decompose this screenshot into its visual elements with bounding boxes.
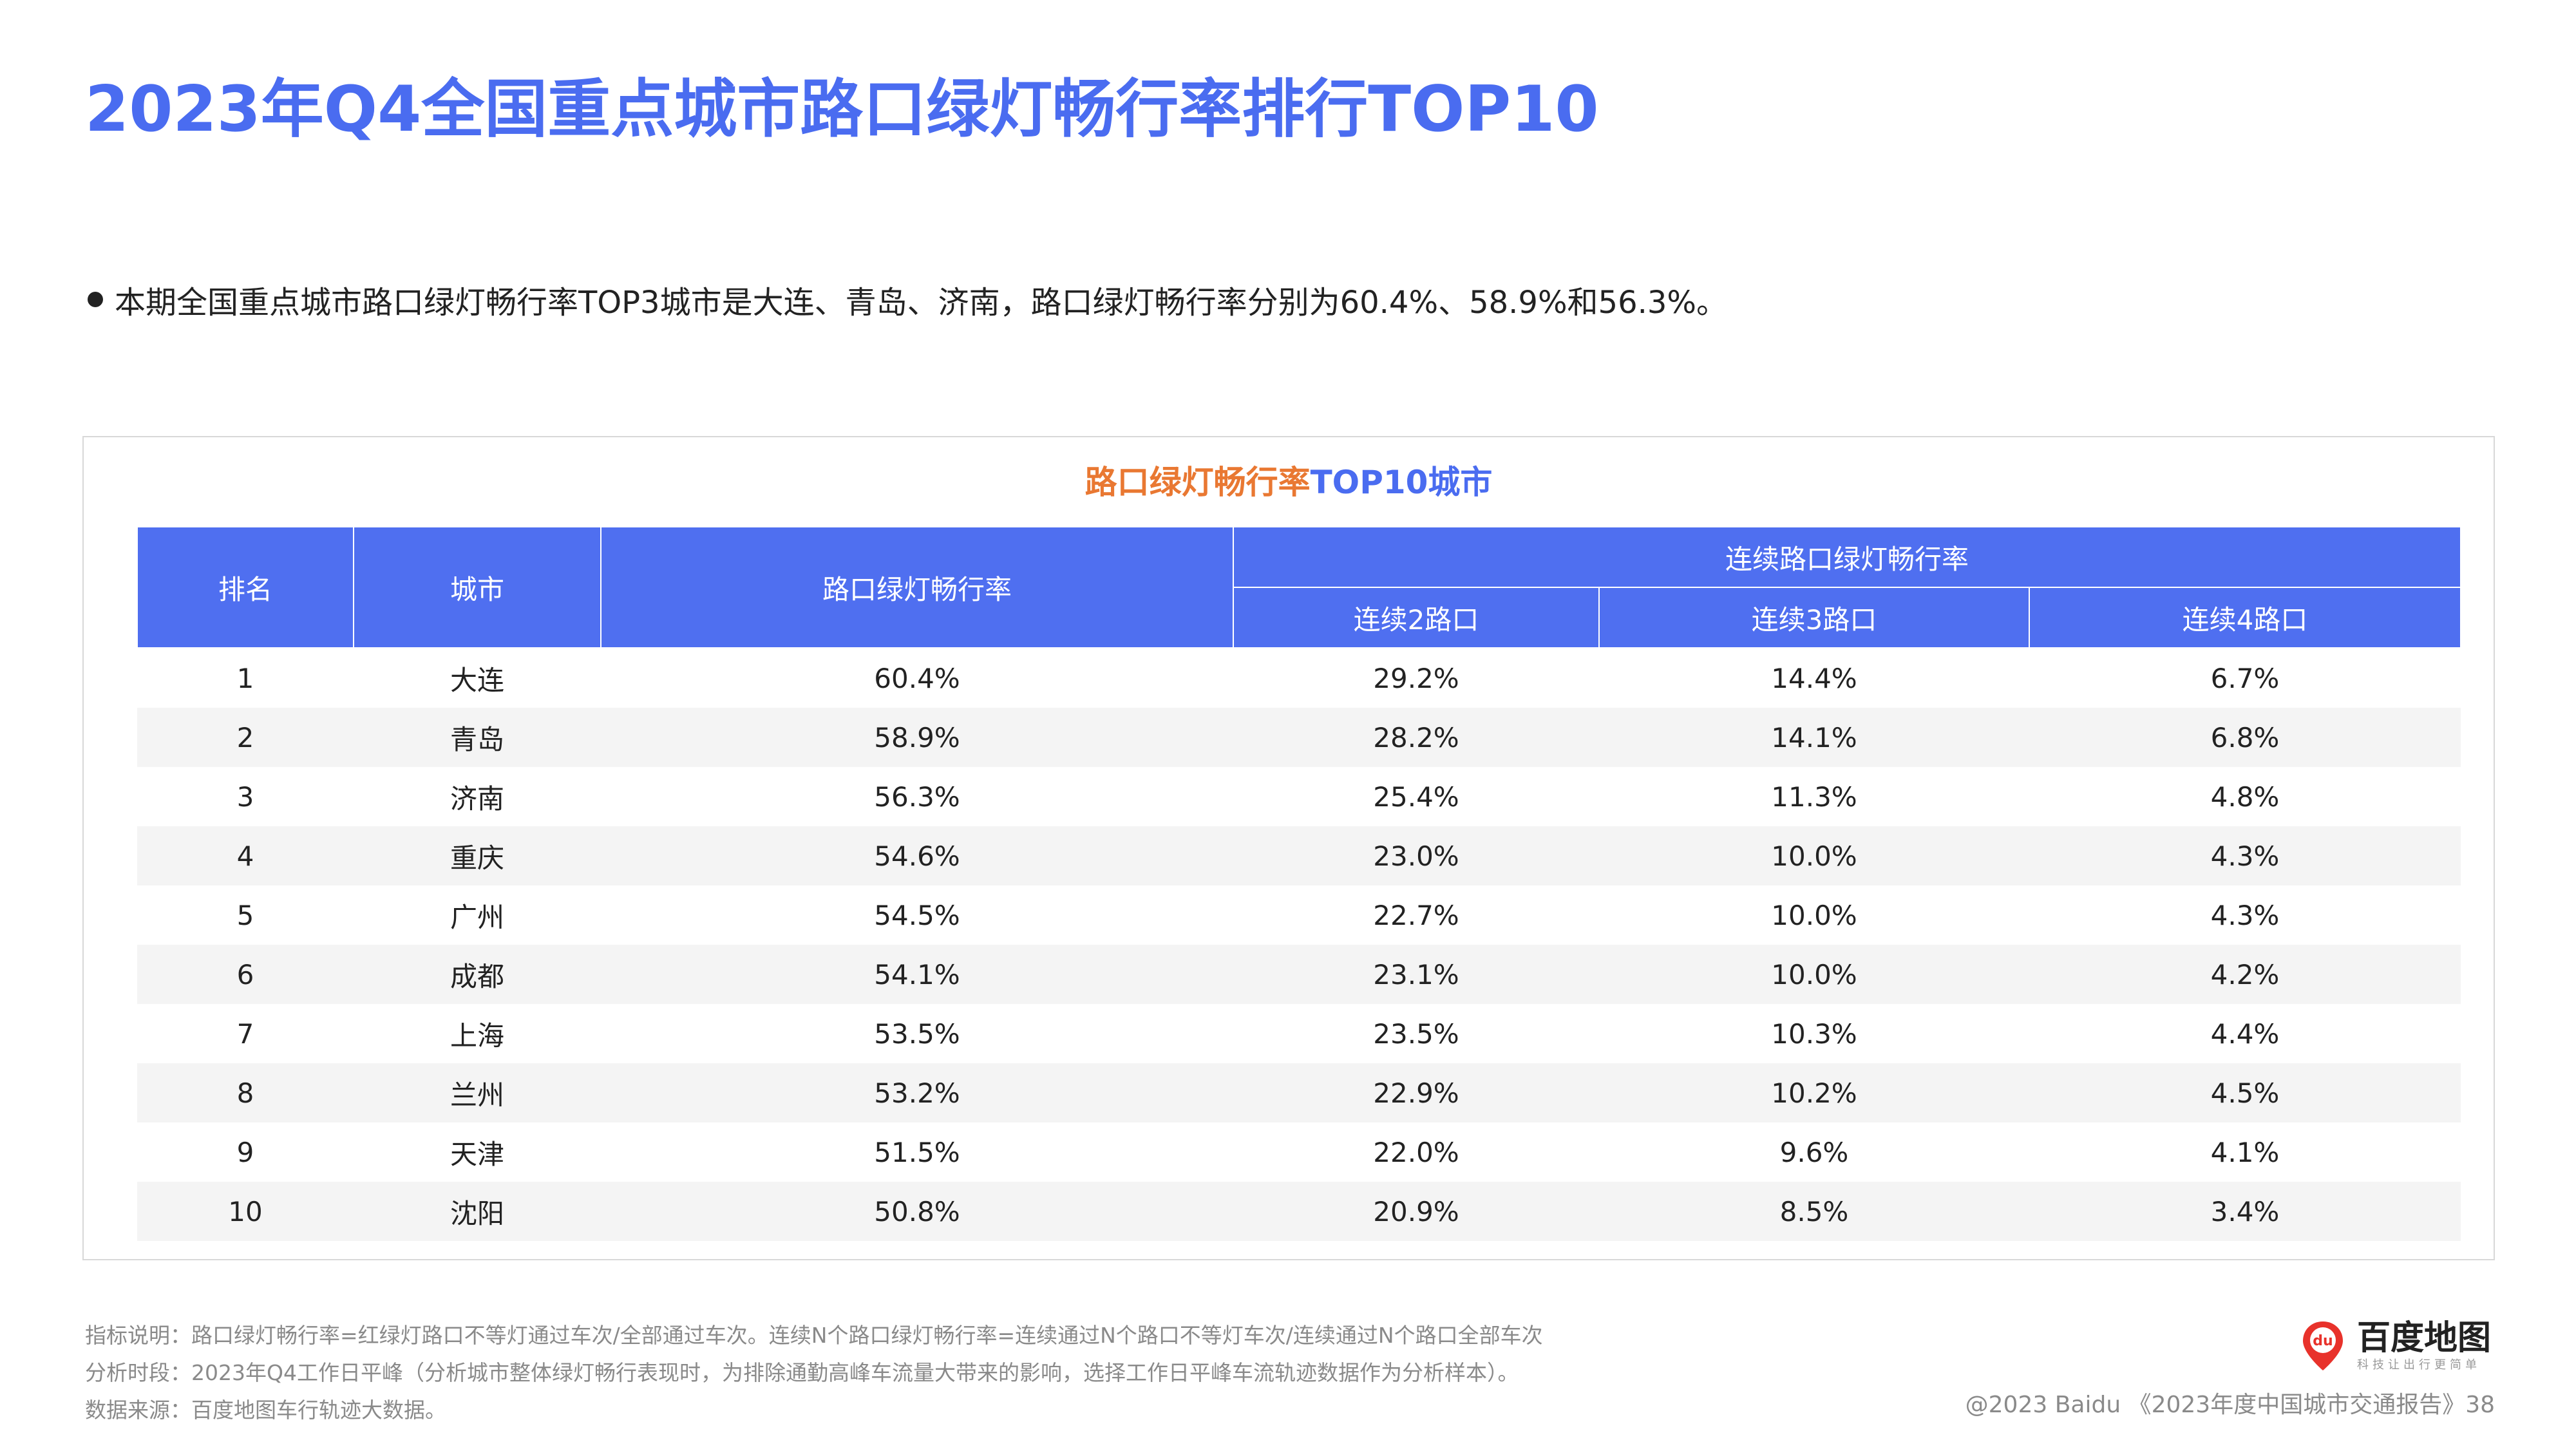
cell-c3: 14.4% [1771,662,1857,694]
cell-city: 青岛 [354,708,601,767]
cell-c3: 10.0% [1771,899,1857,931]
cell-c2: 20.9% [1233,1182,1599,1241]
cell-rank: 10 [137,1182,354,1241]
footer-period: 分析时段：2023年Q4工作日平峰（分析城市整体绿灯畅行表现时，为排除通勤高峰车… [85,1360,1519,1385]
header-c3: 连续3路口 [1598,587,2030,649]
table-row: 5 广州 54.5% 22.7% 10.0% 4.3% [137,886,2461,945]
cell-c4: 4.5% [2029,1063,2461,1122]
table-row: 6 成都 54.1% 23.1% 10.0% 4.2% [137,945,2461,1004]
brand-logo: du 百度地图 科技让出行更简单 [2300,1314,2494,1378]
cell-rate: 56.3% [874,781,960,813]
cell-city: 上海 [450,1019,504,1052]
cell-rate: 50.8% [601,1182,1233,1241]
cell-rate: 60.4% [874,662,960,694]
pin-label: du [2313,1333,2333,1349]
cell-city: 重庆 [354,826,601,886]
cell-c3: 10.0% [1599,945,2029,1004]
cell-rate: 54.6% [601,826,1233,886]
cell-city: 兰州 [354,1063,601,1122]
cell-rate: 51.5% [874,1136,960,1168]
table-row: 3 济南 56.3% 25.4% 11.3% 4.8% [137,767,2461,826]
header-rate: 路口绿灯畅行率 [600,526,1234,649]
cell-c4: 3.4% [2029,1182,2461,1241]
brand-text: 百度地图 科技让出行更简单 [2357,1319,2491,1373]
table-row: 8 兰州 53.2% 22.9% 10.2% 4.5% [137,1063,2461,1122]
cell-rank: 1 [236,662,254,694]
cell-rank: 3 [236,781,254,813]
header-city: 城市 [353,526,601,649]
table-row: 7 上海 53.5% 23.5% 10.3% 4.4% [137,1004,2461,1063]
footer-source: 数据来源：百度地图车行轨迹大数据。 [85,1397,446,1423]
cell-rank: 9 [236,1136,254,1168]
cell-rate: 53.2% [601,1063,1233,1122]
header-rank: 排名 [137,526,354,649]
cell-c2: 23.0% [1233,826,1599,886]
cell-rank: 7 [236,1018,254,1050]
cell-c4: 4.3% [2210,899,2280,931]
cell-city: 沈阳 [354,1182,601,1241]
page-title: 2023年Q4全国重点城市路口绿灯畅行率排行TOP10 [85,73,1599,146]
cell-rank: 2 [137,708,354,767]
table-subheader-row: 连续2路口 连续3路口 连续4路口 [137,587,2461,649]
cell-city: 济南 [450,782,504,815]
cell-c3: 9.6% [1779,1136,1849,1168]
cell-rate: 54.1% [601,945,1233,1004]
cell-city: 成都 [354,945,601,1004]
header-continuous: 连续路口绿灯畅行率 [1233,526,2461,588]
table-title: 路口绿灯畅行率TOP10城市 [84,457,2494,508]
cell-c4: 4.2% [2029,945,2461,1004]
cell-c4: 6.8% [2029,708,2461,767]
bullet-dot-icon [88,292,103,307]
cell-c3: 11.3% [1771,781,1857,813]
brand-name: 百度地图 [2357,1319,2492,1358]
cell-c2: 22.0% [1373,1136,1459,1168]
cell-c4: 4.1% [2210,1136,2280,1168]
cell-c3: 10.2% [1599,1063,2029,1122]
cell-c3: 14.1% [1599,708,2029,767]
table-header-row: 排名 城市 路口绿灯畅行率 连续路口绿灯畅行率 [137,526,2461,649]
table-row: 2 青岛 58.9% 28.2% 14.1% 6.8% [137,708,2461,767]
footer-notes: 指标说明：路口绿灯畅行率=红绿灯路口不等灯通过车次/全部通过车次。连续N个路口绿… [85,1317,1543,1429]
cell-c4: 4.4% [2210,1018,2280,1050]
cell-rank: 4 [137,826,354,886]
table-row: 10 沈阳 50.8% 20.9% 8.5% 3.4% [137,1182,2461,1241]
table-row: 1 大连 60.4% 29.2% 14.4% 6.7% [137,648,2461,708]
copyright-page-number: @2023 Baidu 《2023年度中国城市交通报告》38 [1965,1392,2495,1418]
cell-city: 天津 [450,1138,504,1170]
table-panel: 路口绿灯畅行率TOP10城市 排名 城市 路口绿灯畅行率 连续路口绿灯畅行率 连… [82,436,2495,1260]
cell-rank: 6 [137,945,354,1004]
cell-c3: 8.5% [1599,1182,2029,1241]
map-pin-icon: du [2300,1320,2345,1372]
cell-c3: 10.0% [1599,826,2029,886]
cell-c2: 29.2% [1373,662,1459,694]
summary-text: 本期全国重点城市路口绿灯畅行率TOP3城市是大连、青岛、济南，路口绿灯畅行率分别… [115,285,1728,321]
table-title-rest: TOP10城市 [1310,464,1493,501]
cell-rate: 54.5% [874,899,960,931]
brand-slogan: 科技让出行更简单 [2357,1358,2481,1372]
cell-c2: 28.2% [1233,708,1599,767]
cell-rate: 53.5% [874,1018,960,1050]
cell-c2: 25.4% [1373,781,1459,813]
ranking-table: 排名 城市 路口绿灯畅行率 连续路口绿灯畅行率 连续2路口 连续3路口 连续4路… [137,526,2461,1241]
cell-rank: 5 [236,899,254,931]
footer-definition: 指标说明：路口绿灯畅行率=红绿灯路口不等灯通过车次/全部通过车次。连续N个路口绿… [85,1323,1543,1348]
summary-bullet: 本期全国重点城市路口绿灯畅行率TOP3城市是大连、青岛、济南，路口绿灯畅行率分别… [88,277,1727,322]
cell-city: 广州 [450,901,504,933]
cell-city: 大连 [450,664,504,696]
table-title-highlight: 路口绿灯畅行率 [1084,464,1311,501]
table-row: 4 重庆 54.6% 23.0% 10.0% 4.3% [137,826,2461,886]
cell-c3: 10.3% [1771,1018,1857,1050]
header-c2: 连续2路口 [1233,587,1600,649]
table-row: 9 天津 51.5% 22.0% 9.6% 4.1% [137,1122,2461,1182]
cell-c4: 6.7% [2210,662,2280,694]
cell-c4: 4.8% [2210,781,2280,813]
cell-c2: 23.5% [1373,1018,1459,1050]
cell-c4: 4.3% [2029,826,2461,886]
cell-c2: 23.1% [1233,945,1599,1004]
header-c4: 连续4路口 [2029,587,2461,649]
cell-c2: 22.7% [1373,899,1459,931]
cell-rank: 8 [137,1063,354,1122]
cell-rate: 58.9% [601,708,1233,767]
cell-c2: 22.9% [1233,1063,1599,1122]
